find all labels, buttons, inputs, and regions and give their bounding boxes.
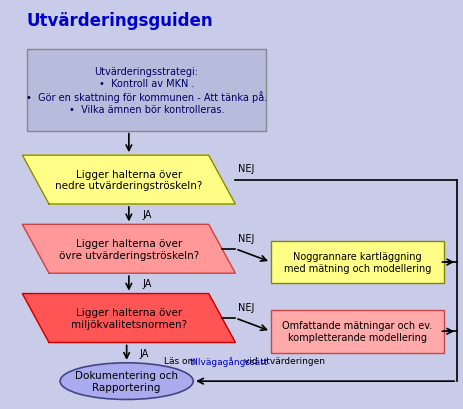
Text: Utvärderingsstrategi:
•  Kontroll av MKN .
•  Gör en skattning för kommunen - At: Utvärderingsstrategi: • Kontroll av MKN … [26, 67, 267, 114]
FancyBboxPatch shape [271, 310, 444, 353]
Text: JA: JA [140, 348, 150, 358]
Text: Noggrannare kartläggning
med mätning och modellering: Noggrannare kartläggning med mätning och… [284, 252, 431, 273]
Text: Utvärderingsguiden: Utvärderingsguiden [27, 11, 213, 29]
Text: Ligger halterna över
miljökvalitetsnormen?: Ligger halterna över miljökvalitetsnorme… [71, 308, 187, 329]
Ellipse shape [60, 363, 193, 400]
Text: Läs om: Läs om [164, 356, 200, 365]
FancyBboxPatch shape [271, 241, 444, 284]
Text: JA: JA [142, 279, 151, 289]
Text: tillvägagångssätt: tillvägagångssätt [190, 356, 269, 366]
Text: NEJ: NEJ [238, 302, 254, 312]
Polygon shape [22, 294, 235, 343]
Text: NEJ: NEJ [238, 164, 254, 174]
Text: Dokumentering och
Rapportering: Dokumentering och Rapportering [75, 371, 178, 392]
Text: vid utvärderingen: vid utvärderingen [241, 356, 325, 365]
Text: Ligger halterna över
nedre utvärderingströskeln?: Ligger halterna över nedre utvärderingst… [55, 169, 202, 191]
Text: Omfattande mätningar och ev.
kompletterande modellering: Omfattande mätningar och ev. komplettera… [282, 321, 432, 342]
Text: Ligger halterna över
övre utvärderingströskeln?: Ligger halterna över övre utvärderingstr… [59, 238, 199, 260]
FancyBboxPatch shape [27, 50, 266, 131]
Polygon shape [22, 156, 235, 204]
Text: NEJ: NEJ [238, 233, 254, 243]
Polygon shape [22, 225, 235, 274]
Text: JA: JA [142, 210, 151, 220]
